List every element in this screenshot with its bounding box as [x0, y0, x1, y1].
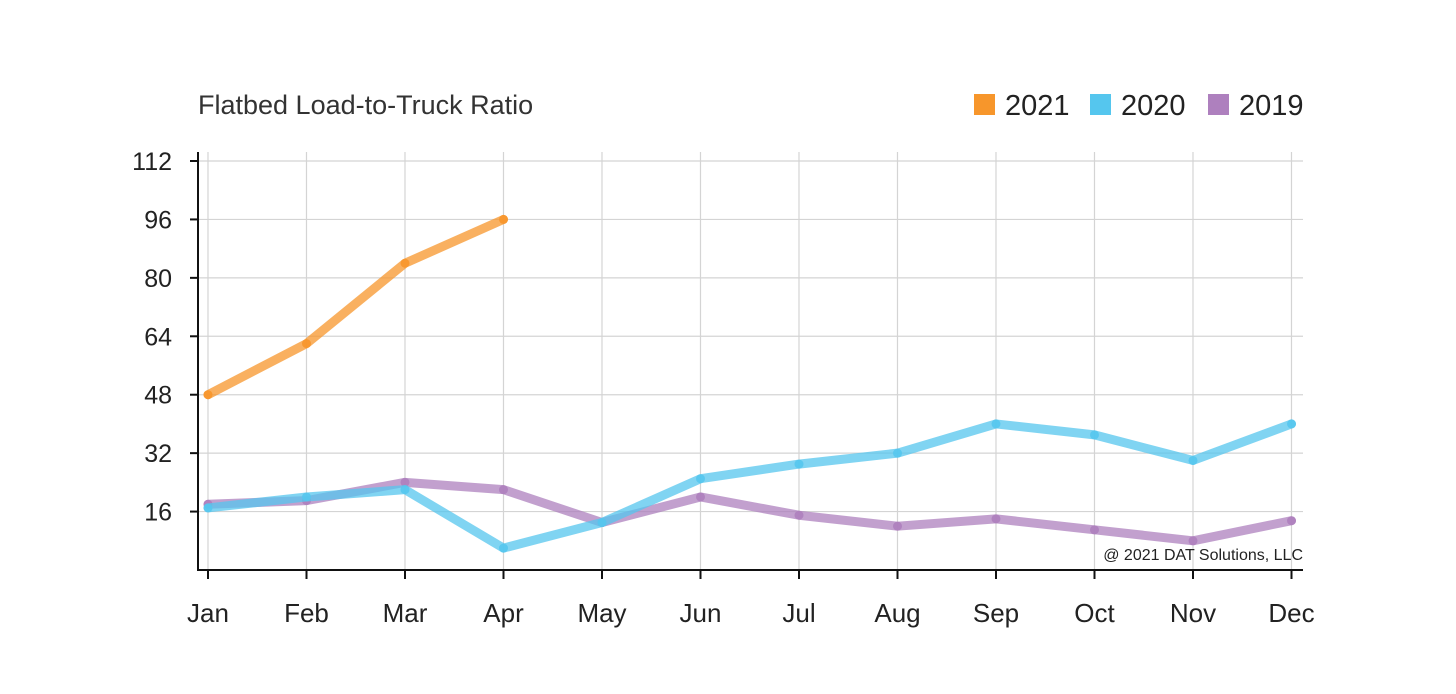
data-point-2019 — [1188, 536, 1198, 546]
x-tick-label: Nov — [1170, 598, 1216, 628]
data-point-2020 — [302, 492, 311, 502]
data-point-2020 — [794, 459, 804, 469]
data-point-2021 — [203, 390, 213, 400]
series-line-2020 — [203, 419, 1296, 553]
series-line-2019 — [203, 477, 1296, 546]
data-point-2019 — [400, 477, 410, 487]
x-tick-label: Mar — [383, 598, 428, 628]
data-point-2019 — [1287, 516, 1296, 526]
x-tick-label: Sep — [973, 598, 1019, 628]
x-tick-label: May — [577, 598, 626, 628]
axes: 16 32 48 64 80 96 112 Jan Feb Mar Apr May Jun Jul Aug S… — [132, 148, 1314, 628]
legend-swatch-2020 — [1090, 94, 1111, 115]
x-tick-label: Aug — [874, 598, 920, 628]
data-point-2020 — [696, 474, 705, 484]
x-tick-label: Jan — [187, 598, 229, 628]
series-line-2021 — [203, 214, 508, 400]
legend-label: 2020 — [1121, 90, 1186, 122]
x-tick-label: Jul — [782, 598, 815, 628]
legend: 2021 2020 2019 — [974, 90, 1304, 122]
data-point-2019 — [696, 492, 705, 502]
data-point-2020 — [203, 503, 213, 513]
data-point-2021 — [302, 339, 311, 349]
data-point-2020 — [1090, 430, 1099, 440]
data-point-2020 — [893, 448, 902, 458]
x-tick-label: Oct — [1074, 598, 1115, 628]
data-point-2019 — [1090, 525, 1099, 535]
x-tick-label: Apr — [483, 598, 524, 628]
data-point-2021 — [400, 258, 410, 268]
legend-label: 2019 — [1239, 90, 1304, 122]
chart-title: Flatbed Load-to-Truck Ratio — [198, 90, 533, 120]
copyright-note: @ 2021 DAT Solutions, LLC — [1103, 547, 1303, 564]
data-point-2019 — [991, 514, 1001, 524]
data-point-2020 — [991, 419, 1001, 429]
y-tick-label: 96 — [144, 206, 172, 234]
data-point-2020 — [400, 485, 410, 495]
legend-swatch-2019 — [1208, 94, 1229, 115]
data-point-2020 — [1287, 419, 1296, 429]
data-point-2019 — [893, 521, 902, 531]
legend-swatch-2021 — [974, 94, 995, 115]
x-tick-label: Dec — [1268, 598, 1314, 628]
data-point-2020 — [499, 543, 508, 553]
data-point-2020 — [597, 518, 607, 528]
y-tick-label: 32 — [144, 440, 172, 468]
data-point-2020 — [1188, 455, 1198, 465]
legend-label: 2021 — [1005, 90, 1070, 122]
data-point-2019 — [499, 485, 508, 495]
x-tick-label: Jun — [680, 598, 722, 628]
series-group — [203, 214, 1296, 553]
y-tick-label: 16 — [144, 499, 172, 527]
y-tick-label: 80 — [144, 265, 172, 293]
y-tick-label: 112 — [132, 148, 172, 176]
data-point-2021 — [499, 214, 508, 224]
y-tick-label: 48 — [144, 382, 172, 410]
data-point-2019 — [794, 510, 804, 520]
x-tick-label: Feb — [284, 598, 329, 628]
y-tick-label: 64 — [144, 323, 172, 351]
